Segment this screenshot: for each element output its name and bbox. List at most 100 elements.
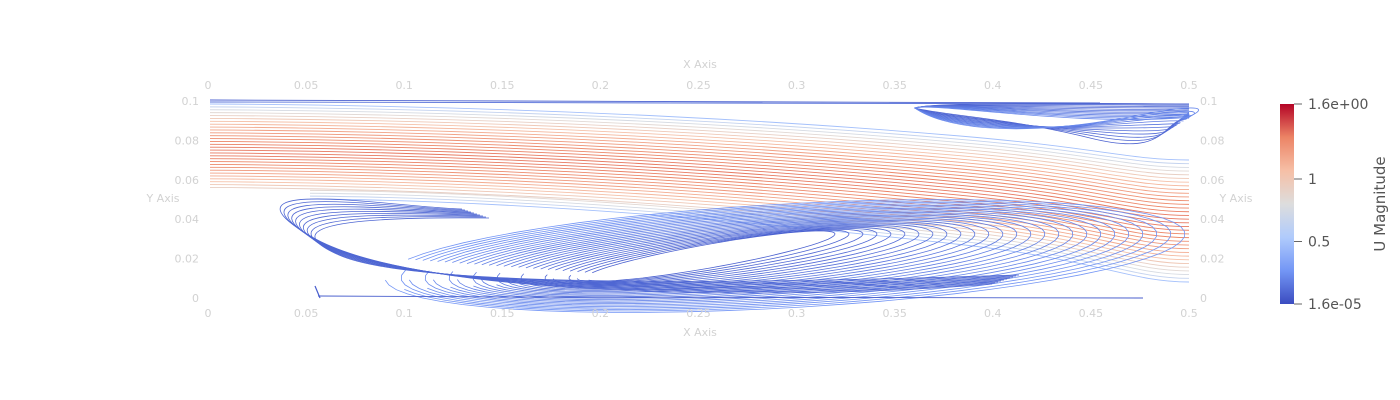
streamline xyxy=(209,123,1190,187)
streamline xyxy=(496,217,1004,295)
y-tick-label: 0.06 xyxy=(1200,174,1225,187)
streamline xyxy=(913,105,1190,135)
streamline xyxy=(299,210,1008,287)
x-tick-label: 0.45 xyxy=(1079,307,1104,320)
streamline xyxy=(302,212,1011,286)
streamline xyxy=(209,158,1190,231)
streamline xyxy=(588,230,836,282)
streamline xyxy=(279,198,993,294)
streamline xyxy=(456,211,1060,301)
streamline xyxy=(310,216,1017,283)
streamline xyxy=(480,216,1018,296)
streamline xyxy=(914,106,1190,128)
colorbar-ticks: 1.6e+00 1 0.5 1.6e-05 xyxy=(1294,97,1368,313)
y-axis-title-right: Y Axis xyxy=(1218,192,1252,205)
y-tick-label: 0.04 xyxy=(1200,213,1225,226)
colorbar-tick-label: 1.6e+00 xyxy=(1308,97,1368,113)
streamline xyxy=(913,103,1190,141)
x-tick-label: 0.1 xyxy=(395,79,413,92)
streamline xyxy=(384,199,1186,313)
streamline xyxy=(913,104,1190,138)
streamline xyxy=(542,224,920,288)
streamline xyxy=(309,198,1190,283)
streamline xyxy=(209,146,1190,216)
streamline xyxy=(309,192,1190,276)
streamline xyxy=(209,126,1190,191)
x-tick-label: 0.3 xyxy=(788,307,806,320)
streamline xyxy=(424,206,1116,306)
streamline xyxy=(496,218,990,294)
streamline xyxy=(576,229,850,283)
streamline xyxy=(209,187,1190,268)
streamline xyxy=(209,115,1190,176)
colorbar-tick-label: 1 xyxy=(1308,172,1317,188)
streamline xyxy=(450,209,1088,303)
streamline xyxy=(306,214,1014,285)
y-tick-label: 0.1 xyxy=(182,95,200,108)
x-tick-label: 0.05 xyxy=(294,79,319,92)
streamline xyxy=(314,285,321,299)
x-tick-label: 0.2 xyxy=(592,79,610,92)
streamline xyxy=(400,202,1158,310)
streamline xyxy=(408,203,1144,309)
streamlines xyxy=(209,99,1200,313)
streamline xyxy=(565,227,878,285)
streamline xyxy=(914,106,1190,128)
x-tick-label: 0.35 xyxy=(882,307,907,320)
x-tick-label: 0.45 xyxy=(1079,79,1104,92)
streamline xyxy=(432,207,1101,305)
streamline xyxy=(913,102,1190,145)
streamline xyxy=(317,295,1144,299)
x-axis-title-top: X Axis xyxy=(683,58,717,71)
streamline xyxy=(209,112,1190,172)
x-tick-label: 0.35 xyxy=(882,79,907,92)
streamline xyxy=(544,225,906,287)
streamline xyxy=(209,161,1190,235)
streamline xyxy=(914,105,1190,129)
x-ticks-bottom: 0 0.05 0.1 0.15 0.2 0.25 0.3 0.35 0.4 0.45 0.5 xyxy=(205,307,1198,320)
x-tick-label: 0.3 xyxy=(788,79,806,92)
x-tick-label: 0.5 xyxy=(1180,79,1198,92)
colorbar-title: U Magnitude xyxy=(1371,156,1389,251)
y-tick-label: 0 xyxy=(192,292,199,305)
streamline xyxy=(404,200,1172,312)
streamline xyxy=(209,140,1190,209)
x-tick-label: 0.15 xyxy=(490,307,515,320)
streamline xyxy=(209,117,1190,179)
streamline xyxy=(209,166,1190,242)
streamline xyxy=(291,206,1002,290)
x-tick-label: 0.5 xyxy=(1180,307,1198,320)
x-tick-label: 0.2 xyxy=(592,307,610,320)
x-tick-label: 0.15 xyxy=(490,79,515,92)
x-tick-label: 0 xyxy=(205,79,212,92)
streamline xyxy=(209,106,1190,165)
y-tick-label: 0 xyxy=(1200,292,1207,305)
x-axis-title-bottom: X Axis xyxy=(683,326,717,339)
x-tick-label: 0.1 xyxy=(395,307,413,320)
y-tick-label: 0.02 xyxy=(175,253,200,266)
x-tick-label: 0.25 xyxy=(686,79,711,92)
y-tick-label: 0.08 xyxy=(1200,134,1225,147)
x-tick-label: 0.4 xyxy=(984,307,1002,320)
streamline xyxy=(283,201,996,292)
streamline xyxy=(209,135,1190,202)
streamline xyxy=(913,105,1190,132)
streamline xyxy=(209,132,1190,198)
streamline xyxy=(287,203,999,291)
streamline xyxy=(295,208,1005,289)
streamline xyxy=(448,210,1074,302)
streamline xyxy=(209,103,1190,161)
streamline xyxy=(209,164,1190,239)
streamline xyxy=(209,120,1190,183)
colorbar-tick-label: 0.5 xyxy=(1308,235,1330,251)
streamline xyxy=(427,204,1129,308)
x-ticks-top: 0 0.05 0.1 0.15 0.2 0.25 0.3 0.35 0.4 0.45 0.5 xyxy=(205,79,1198,92)
streamline xyxy=(504,219,976,293)
y-tick-label: 0.06 xyxy=(175,174,200,187)
x-tick-label: 0.25 xyxy=(686,307,711,320)
streamline xyxy=(209,129,1190,194)
y-ticks-right: 0 0.02 0.04 0.06 0.08 0.1 xyxy=(1200,95,1225,305)
y-tick-label: 0.1 xyxy=(1200,95,1218,108)
x-tick-label: 0.05 xyxy=(294,307,319,320)
streamline xyxy=(209,175,1190,253)
